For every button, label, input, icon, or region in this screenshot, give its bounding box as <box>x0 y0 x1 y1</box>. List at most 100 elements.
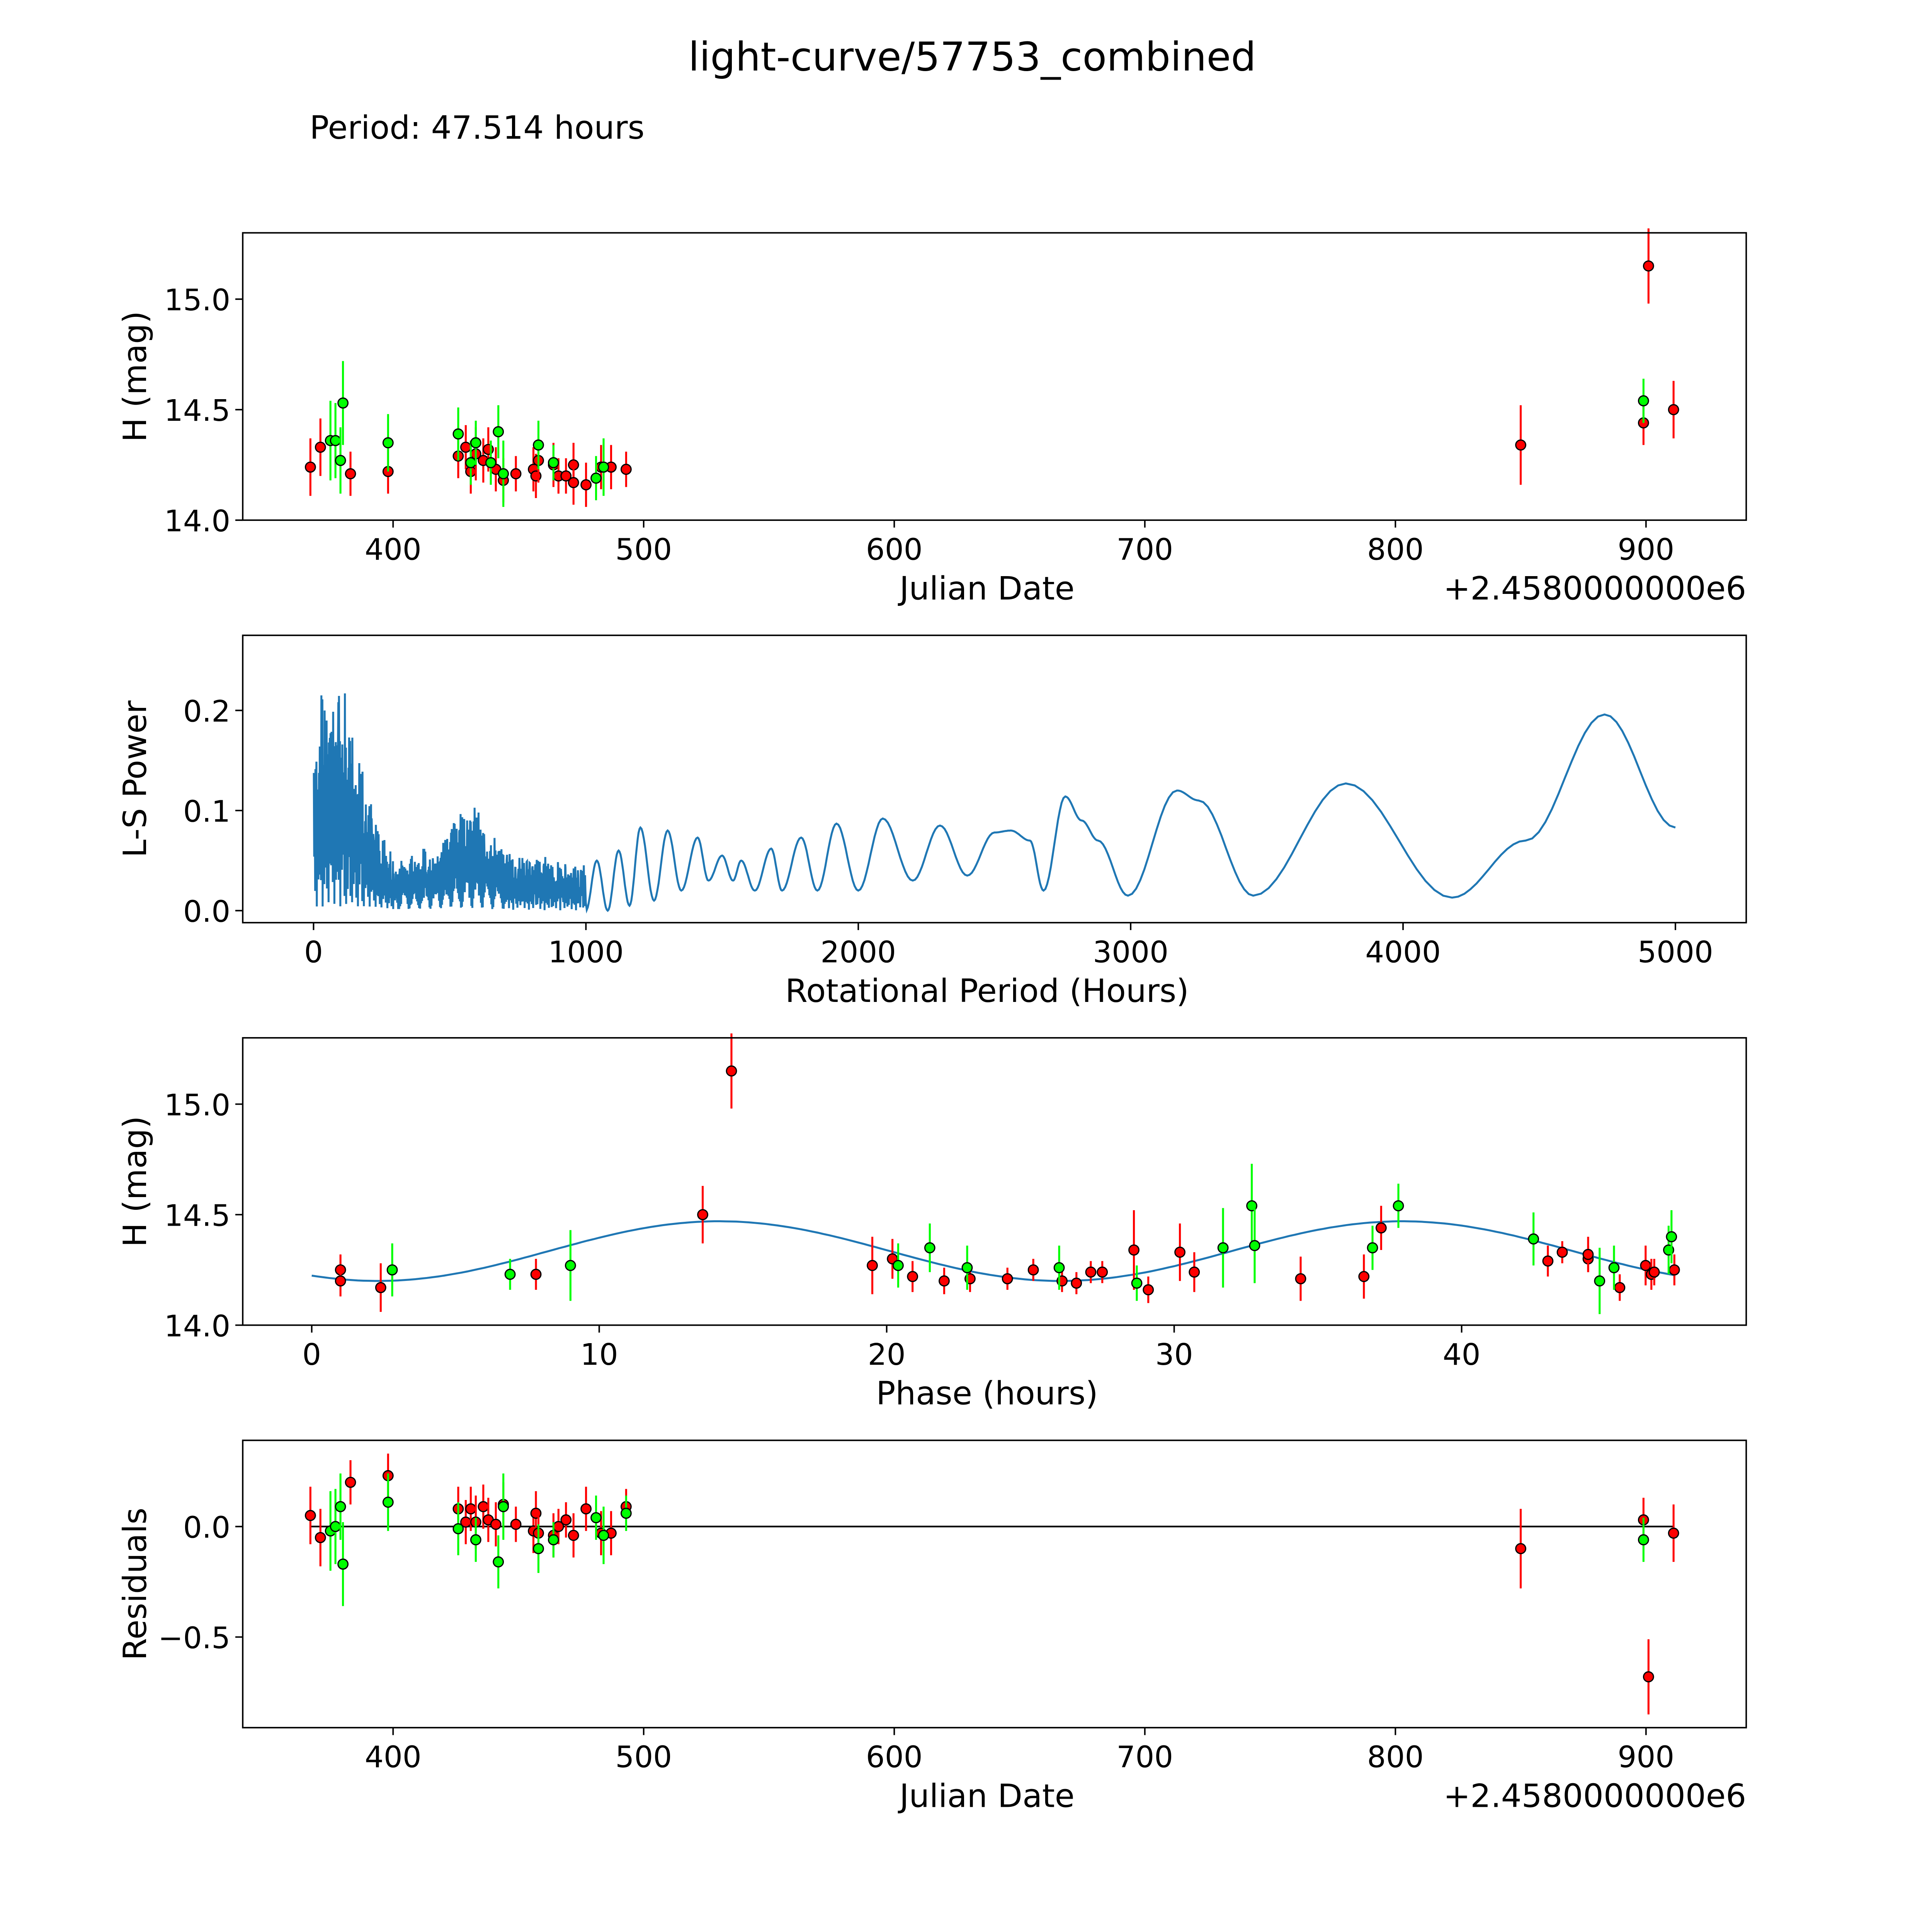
x-tick-label: 500 <box>615 533 672 567</box>
x-tick-label: 10 <box>580 1338 618 1372</box>
data-point-red <box>560 1502 572 1538</box>
marker <box>485 457 497 468</box>
data-point-red <box>1002 1267 1013 1290</box>
data-point-green <box>1131 1265 1143 1301</box>
data-point-green <box>598 438 609 496</box>
marker <box>530 1269 542 1280</box>
marker <box>620 464 632 475</box>
marker <box>560 1514 572 1526</box>
marker <box>1217 1242 1229 1253</box>
panel-lightcurve: 400 500 600 700 800 900 14.0 14.5 15.0 Julian Dat… <box>116 228 1747 607</box>
y-tick-label: 14.0 <box>164 504 230 539</box>
data-point-green <box>1638 1517 1649 1562</box>
data-point-green <box>1249 1208 1260 1283</box>
data-point-red <box>530 1259 542 1290</box>
marker <box>533 439 544 451</box>
y-tick-label: 14.5 <box>164 394 230 428</box>
data-point-green <box>386 1243 398 1297</box>
data-point-red <box>490 1502 502 1547</box>
marker <box>460 441 471 453</box>
y-axis-label: L-S Power <box>116 700 154 857</box>
marker <box>345 468 356 480</box>
data-point-green <box>598 1507 609 1564</box>
marker <box>498 468 509 480</box>
data-point-green <box>1528 1212 1539 1266</box>
x-axis-label: Julian Date <box>898 570 1075 607</box>
data-point-green <box>620 1495 632 1531</box>
marker <box>490 1519 502 1530</box>
x-tick-label: 900 <box>1617 533 1674 567</box>
marker <box>1515 439 1527 451</box>
data-point-green <box>335 427 346 494</box>
plot-area <box>304 1453 1679 1714</box>
data-point-red <box>1556 1241 1568 1264</box>
periodogram-line <box>313 693 1676 914</box>
data-point-red <box>510 1507 522 1542</box>
marker <box>924 1242 935 1253</box>
marker <box>1085 1266 1097 1278</box>
data-point-red <box>605 445 617 490</box>
marker <box>510 468 522 480</box>
marker <box>315 1532 326 1543</box>
marker <box>726 1065 737 1077</box>
data-point-red <box>335 1265 346 1297</box>
marker <box>598 1530 609 1541</box>
marker <box>580 1503 592 1515</box>
axes-frame <box>242 1037 1747 1326</box>
marker <box>1668 1264 1680 1276</box>
marker <box>304 1510 316 1521</box>
marker <box>1668 404 1679 415</box>
marker <box>1643 260 1654 272</box>
data-point-red <box>315 1509 326 1566</box>
marker <box>382 437 394 449</box>
data-point-green <box>1608 1245 1620 1290</box>
marker <box>1608 1262 1620 1274</box>
marker <box>1358 1271 1370 1282</box>
data-point-green <box>330 1489 341 1564</box>
data-point-red <box>315 418 326 476</box>
data-point-green <box>1367 1226 1378 1270</box>
marker <box>590 473 602 484</box>
x-tick-label: 30 <box>1155 1338 1193 1372</box>
data-point-green <box>493 1535 504 1588</box>
data-point-green <box>1053 1245 1065 1290</box>
x-tick-label: 900 <box>1617 1740 1674 1775</box>
marker <box>345 1476 356 1488</box>
data-point-green <box>470 420 481 465</box>
data-point-green <box>1666 1210 1677 1264</box>
data-point-red <box>304 1486 316 1544</box>
y-tick-label: 15.0 <box>164 1088 230 1122</box>
data-point-green <box>565 1230 576 1301</box>
data-point-red <box>1128 1210 1139 1290</box>
marker <box>568 1530 579 1541</box>
data-point-green <box>1393 1184 1404 1228</box>
data-point-red <box>1668 1254 1680 1286</box>
y-tick-label: 14.0 <box>164 1309 230 1344</box>
marker <box>1556 1247 1568 1258</box>
marker <box>1594 1275 1605 1287</box>
marker <box>382 1497 394 1508</box>
data-point-red <box>345 1460 356 1505</box>
marker <box>493 426 504 437</box>
y-tick-label: 0.0 <box>183 895 230 929</box>
data-point-green <box>548 1522 559 1558</box>
marker <box>1668 1527 1679 1539</box>
marker <box>548 457 559 468</box>
data-point-red <box>1640 1245 1651 1286</box>
data-point-red <box>1582 1236 1594 1272</box>
data-point-red <box>620 451 632 487</box>
data-point-red <box>939 1267 950 1294</box>
marker <box>1643 1671 1654 1683</box>
model-curve <box>311 1220 1675 1282</box>
data-point-green <box>1217 1208 1229 1288</box>
data-point-green <box>961 1245 973 1290</box>
data-point-red <box>1375 1206 1387 1250</box>
data-point-red <box>1174 1223 1186 1281</box>
data-point-red <box>1295 1257 1306 1301</box>
x-offset-label: +2.4580000000e6 <box>1443 1777 1746 1815</box>
y-tick-label: −0.5 <box>158 1621 230 1655</box>
data-point-green <box>548 445 559 481</box>
data-point-red <box>1071 1272 1082 1294</box>
